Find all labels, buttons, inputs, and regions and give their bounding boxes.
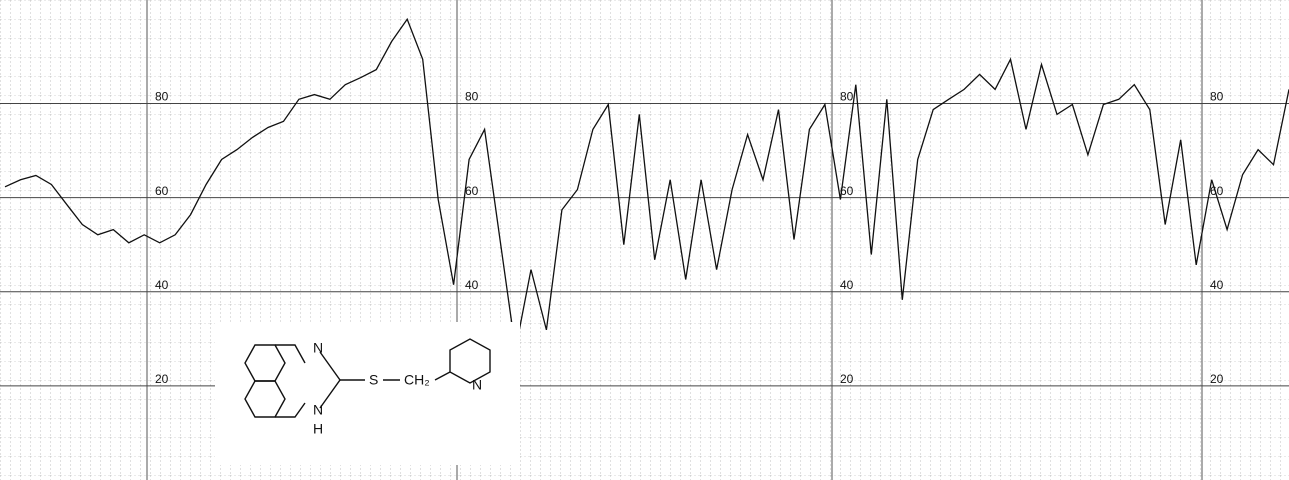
y-tick-label: 20 (155, 372, 169, 386)
atom-label: H (313, 421, 323, 437)
atom-label: CH₂ (404, 372, 430, 388)
y-tick-label: 40 (155, 278, 169, 292)
y-tick-label: 80 (465, 90, 479, 104)
structure: N N H S CH₂ N (215, 322, 520, 465)
structure-box (215, 322, 520, 465)
y-tick-label: 60 (155, 184, 169, 198)
atom-label: N (313, 402, 323, 418)
spectrum-line (4, 17, 1289, 350)
atom-label: N (472, 377, 482, 393)
y-tick-label: 20 (840, 372, 854, 386)
y-tick-label: 40 (465, 278, 479, 292)
atom-label: N (313, 340, 323, 356)
y-tick-label: 80 (1210, 90, 1224, 104)
y-tick-label: 80 (155, 90, 169, 104)
plot (4, 17, 1289, 350)
y-tick-label: 80 (840, 90, 854, 104)
atom-label: S (369, 372, 378, 388)
structure-bonds (244, 338, 491, 418)
y-tick-label: 60 (840, 184, 854, 198)
y-tick-label: 40 (840, 278, 854, 292)
y-tick-label: 20 (1210, 372, 1224, 386)
y-tick-label: 40 (1210, 278, 1224, 292)
y-tick-label: 60 (465, 184, 479, 198)
